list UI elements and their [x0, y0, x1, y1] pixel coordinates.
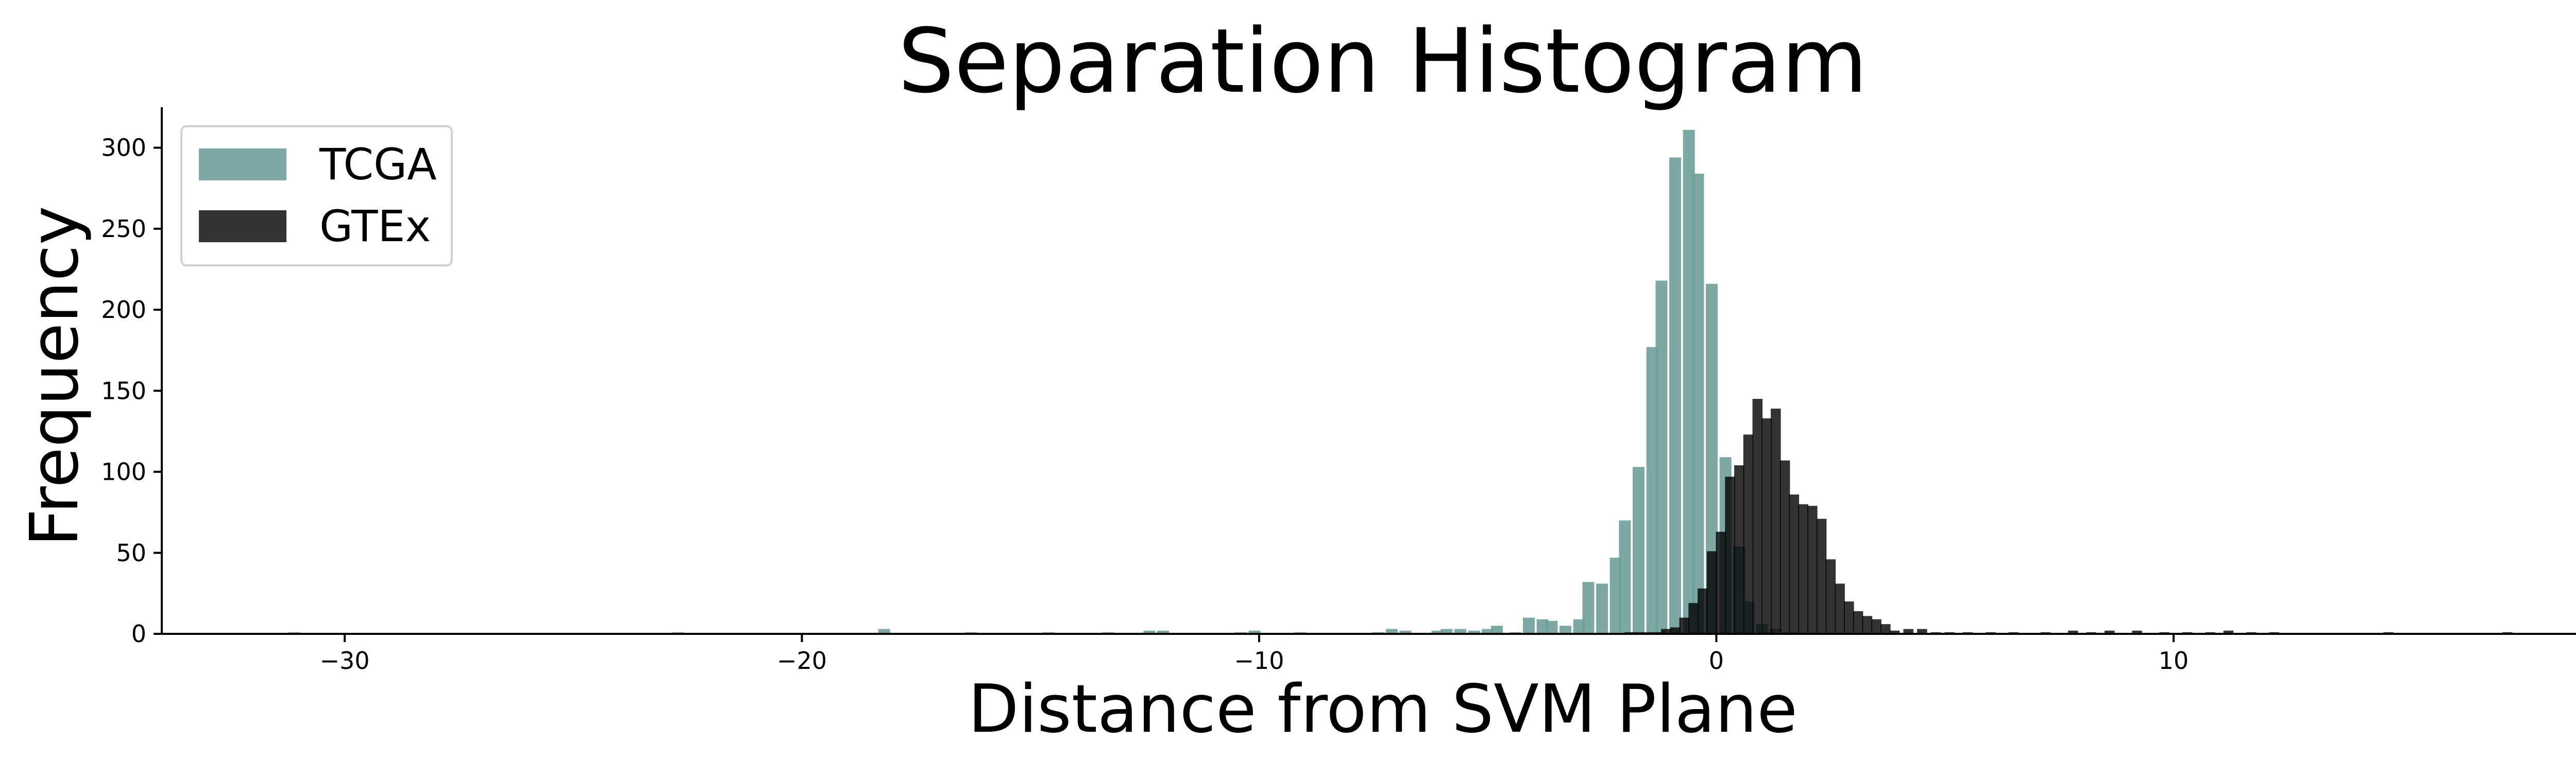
- gtex-bar: [1688, 603, 1699, 634]
- tcga-bar: [1609, 558, 1622, 634]
- gtex-bar: [1798, 504, 1808, 634]
- gtex-bar: [1871, 619, 1882, 634]
- legend-label-gtex: GTEx: [319, 201, 431, 251]
- tcga-bar: [1560, 626, 1572, 634]
- gtex-bar: [1807, 506, 1818, 634]
- tcga-bar: [1706, 283, 1718, 634]
- tcga-bar: [1248, 630, 1261, 634]
- gtex-bar: [1752, 399, 1763, 634]
- tcga-bar: [1655, 280, 1668, 634]
- tcga-bar: [1633, 467, 1645, 634]
- tcga-bar: [1573, 619, 1585, 634]
- gtex-bar: [2067, 630, 2078, 634]
- tcga-bar: [1536, 619, 1549, 634]
- gtex-bar: [1844, 601, 1854, 634]
- gtex-bar: [1743, 434, 1754, 634]
- legend-swatch-gtex: [199, 210, 286, 242]
- gtex-bar: [1880, 624, 1891, 634]
- gtex-bar: [1903, 629, 1913, 634]
- gtex-bar: [1734, 465, 1744, 634]
- y-axis-label: Frequency: [16, 206, 93, 546]
- tcga-bar: [1596, 583, 1608, 634]
- x-tick-label: 0: [1709, 647, 1724, 675]
- x-tick-label: 10: [2159, 647, 2189, 675]
- y-tick-label: 200: [101, 296, 146, 324]
- gtex-bar: [1771, 408, 1781, 634]
- gtex-bar: [2223, 630, 2234, 634]
- y-tick-label: 250: [101, 215, 146, 243]
- y-ticks: 0 50 100 150 200 250 300: [101, 134, 162, 648]
- legend-swatch-tcga: [199, 148, 286, 180]
- gtex-bar: [1761, 418, 1772, 634]
- gtex-bar: [2132, 630, 2142, 634]
- gtex-bar: [1789, 494, 1800, 634]
- legend: TCGA GTEx: [180, 125, 453, 266]
- tcga-bar: [1669, 157, 1682, 634]
- x-ticks: −30 −20 −10 0 10: [319, 634, 2189, 675]
- chart-title: Separation Histogram: [898, 9, 1868, 113]
- gtex-bar: [1670, 627, 1681, 634]
- x-tick-label: −30: [319, 647, 369, 675]
- tcga-bar: [1143, 630, 1156, 634]
- y-tick-label: 300: [101, 134, 146, 162]
- legend-label-tcga: TCGA: [319, 139, 437, 190]
- gtex-bar: [1706, 551, 1717, 634]
- tcga-bar: [1619, 520, 1631, 634]
- gtex-bar: [1862, 616, 1873, 634]
- gtex-bar: [1825, 559, 1836, 634]
- y-tick-label: 50: [116, 539, 146, 567]
- y-tick-label: 100: [101, 458, 146, 486]
- tcga-bar: [1431, 630, 1444, 634]
- tcga-bar: [1546, 620, 1558, 634]
- tcga-bar: [878, 629, 890, 634]
- gtex-bar: [1853, 611, 1863, 634]
- tcga-bar: [1646, 347, 1658, 634]
- x-axis-label: Distance from SVM Plane: [968, 671, 1798, 748]
- gtex-bar: [1725, 476, 1735, 634]
- gtex-bar: [1835, 583, 1845, 634]
- tcga-bar: [1692, 173, 1704, 634]
- gtex-bars: [1624, 399, 2513, 634]
- gtex-bar: [1816, 518, 1827, 634]
- x-tick-label: −10: [1234, 647, 1284, 675]
- tcga-bar: [1440, 629, 1453, 634]
- gtex-bar: [1679, 617, 1690, 634]
- tcga-bar: [1385, 629, 1398, 634]
- gtex-bar: [1889, 630, 1900, 634]
- gtex-bar: [1698, 588, 1708, 634]
- gtex-bar: [1661, 629, 1671, 634]
- tcga-bar: [1523, 617, 1535, 634]
- gtex-bar: [1780, 460, 1790, 634]
- y-tick-label: 0: [131, 620, 146, 648]
- x-tick-label: −20: [777, 647, 827, 675]
- tcga-bar: [1490, 626, 1503, 634]
- tcga-bar: [1399, 630, 1412, 634]
- tcga-bar: [1157, 630, 1170, 634]
- gtex-bar: [1917, 629, 1927, 634]
- gtex-bar: [1716, 531, 1726, 634]
- y-tick-label: 150: [101, 377, 146, 405]
- gtex-bar: [2104, 630, 2115, 634]
- tcga-bars: [288, 130, 1795, 634]
- tcga-bar: [1582, 582, 1595, 634]
- tcga-bar: [1482, 629, 1494, 634]
- tcga-bar: [1468, 630, 1480, 634]
- tcga-bar: [1683, 130, 1695, 634]
- tcga-bar: [1454, 629, 1466, 634]
